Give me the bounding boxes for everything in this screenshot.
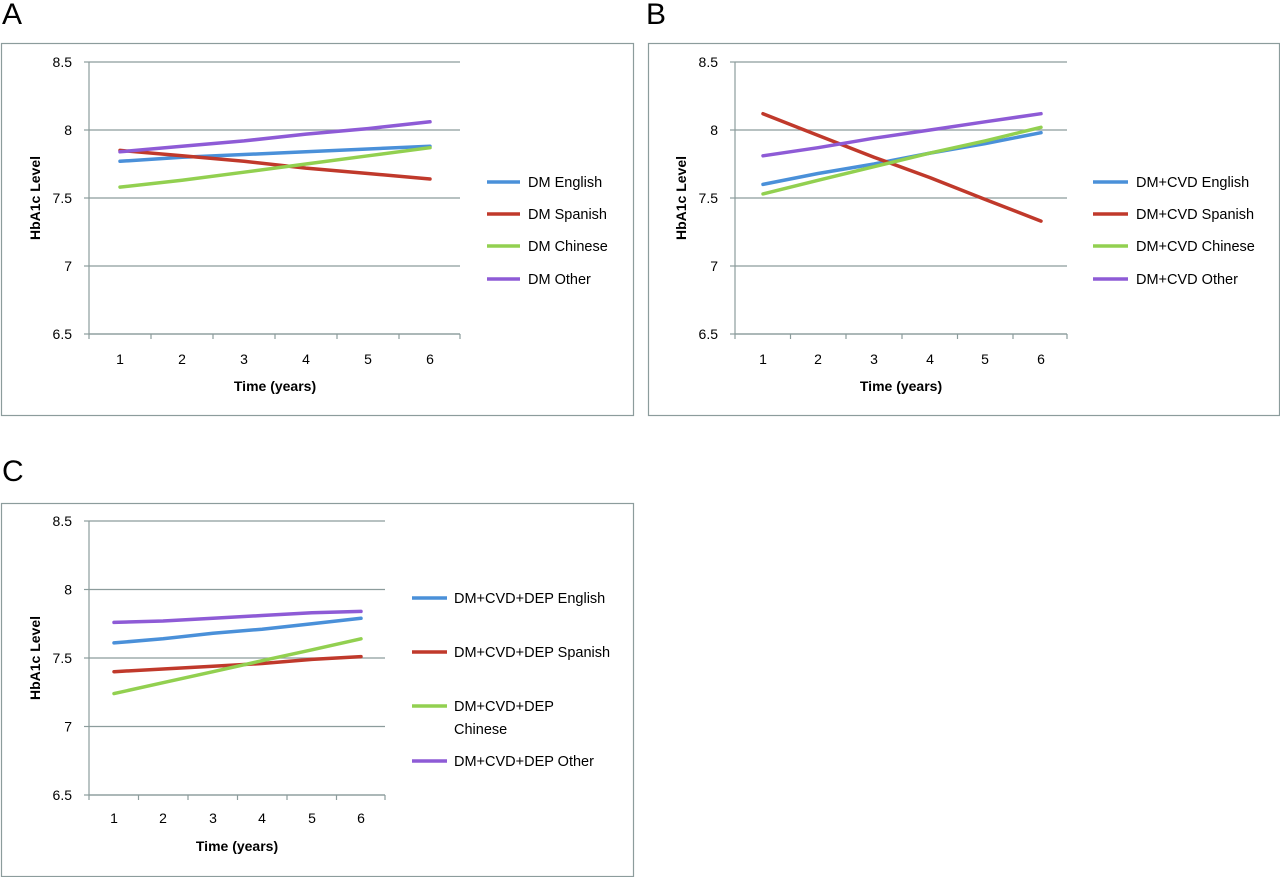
legend-label: DM+CVD Chinese: [1136, 239, 1255, 255]
y-tick-label: 8.5: [53, 513, 73, 529]
y-tick-label: 6.5: [53, 326, 73, 342]
legend-label: DM+CVD Spanish: [1136, 207, 1254, 223]
series-line-chinese: [761, 125, 1043, 196]
x-tick-label: 3: [209, 810, 217, 826]
series-line-spanish: [118, 148, 432, 181]
x-tick-label: 2: [814, 351, 822, 367]
x-axis-title: Time (years): [234, 378, 316, 394]
y-tick-label: 8.5: [699, 54, 719, 70]
y-tick-label: 7.5: [699, 190, 719, 206]
legend-label: DM Spanish: [528, 207, 607, 223]
x-tick-label: 1: [759, 351, 767, 367]
series-line-english: [112, 616, 363, 645]
x-tick-label: 2: [178, 351, 186, 367]
series-line-chinese: [112, 637, 363, 696]
legend-label: DM+CVD English: [1136, 175, 1249, 191]
series-line-chinese: [118, 145, 432, 189]
legend-label: DM Chinese: [528, 239, 608, 255]
x-tick-label: 5: [981, 351, 989, 367]
y-axis-title: HbA1c Level: [673, 156, 689, 240]
y-tick-label: 6.5: [53, 787, 73, 803]
series-line-other: [118, 120, 432, 154]
legend-label: DM Other: [528, 272, 591, 288]
series-line-english: [118, 144, 432, 164]
legend-label: DM+CVD+DEP: [454, 699, 554, 715]
y-axis-title: HbA1c Level: [27, 156, 43, 240]
series-line-spanish: [112, 654, 363, 674]
y-tick-label: 8: [64, 122, 72, 138]
chart-frame: [0, 502, 635, 877]
y-tick-label: 8: [710, 122, 718, 138]
legend-label: DM+CVD+DEP Other: [454, 754, 594, 770]
series-line-other: [112, 609, 363, 625]
panel-a-label: A: [2, 0, 23, 31]
x-tick-label: 5: [364, 351, 372, 367]
x-axis-title: Time (years): [196, 838, 278, 854]
y-tick-label: 7.5: [53, 650, 73, 666]
y-tick-label: 7: [710, 258, 718, 274]
y-tick-label: 7.5: [53, 190, 73, 206]
x-tick-label: 6: [357, 810, 365, 826]
y-tick-label: 7: [64, 719, 72, 735]
y-axis-title: HbA1c Level: [27, 616, 43, 700]
chart-frame: [0, 42, 635, 417]
y-tick-label: 8: [64, 582, 72, 598]
chart-frame: [647, 42, 1280, 417]
x-tick-label: 6: [426, 351, 434, 367]
legend-label: DM+CVD Other: [1136, 272, 1238, 288]
x-tick-label: 4: [258, 810, 266, 826]
x-tick-label: 4: [926, 351, 934, 367]
x-tick-label: 6: [1037, 351, 1045, 367]
chart-panel-b: 6.5 7 7.5 8 8.5 1 2 3 4 5 6 Time (years) HbA1c Level…: [647, 42, 1280, 417]
x-tick-label: 3: [240, 351, 248, 367]
chart-panel-a: 6.5 7 7.5 8 8.5 1 2 3 4 5 6 Time (years) HbA1c Level…: [0, 42, 635, 417]
legend-label: Chinese: [454, 722, 507, 738]
x-tick-label: 4: [302, 351, 310, 367]
x-tick-label: 2: [159, 810, 167, 826]
series-line-other: [761, 111, 1043, 158]
x-tick-label: 5: [308, 810, 316, 826]
x-tick-label: 1: [110, 810, 118, 826]
y-tick-label: 8.5: [53, 54, 73, 70]
x-tick-label: 3: [870, 351, 878, 367]
legend-label: DM English: [528, 175, 602, 191]
legend-label: DM+CVD+DEP English: [454, 591, 605, 607]
x-axis-title: Time (years): [860, 378, 942, 394]
y-tick-label: 7: [64, 258, 72, 274]
series-line-spanish: [761, 111, 1043, 223]
legend-label: DM+CVD+DEP Spanish: [454, 645, 610, 661]
x-tick-label: 1: [116, 351, 124, 367]
chart-panel-c: 6.5 7 7.5 8 8.5 1 2 3 4 5 6 Time (years) HbA1c Level…: [0, 502, 635, 877]
panel-b-label: B: [646, 0, 667, 31]
panel-c-label: C: [2, 455, 24, 488]
y-tick-label: 6.5: [699, 326, 719, 342]
